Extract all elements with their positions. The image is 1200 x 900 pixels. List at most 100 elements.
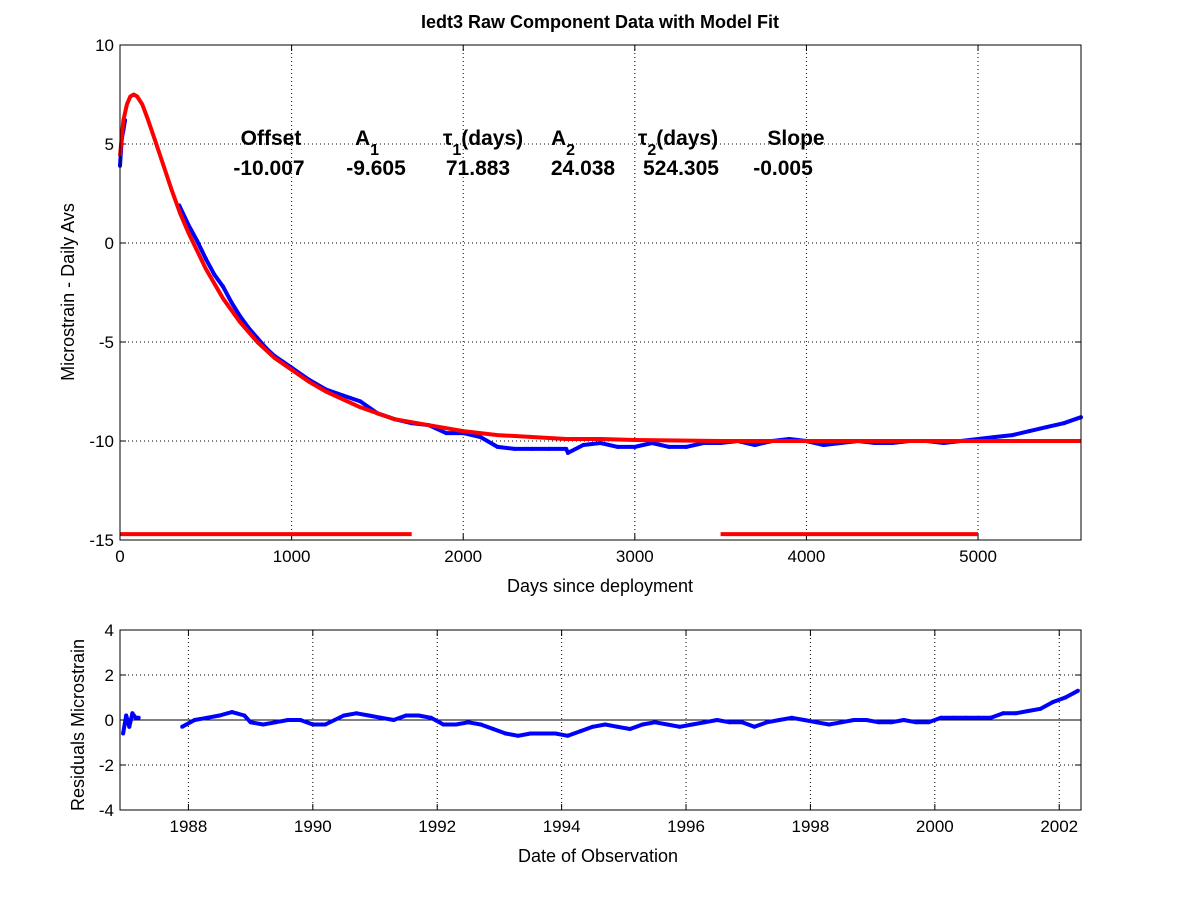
- residual-point: [136, 715, 141, 720]
- residual-point: [740, 720, 744, 725]
- x-tick-label: 4000: [788, 547, 826, 566]
- y-tick-label: 0: [105, 234, 114, 253]
- param-label-a2: A2: [551, 127, 575, 159]
- y-tick-label: -2: [99, 756, 114, 775]
- x-tick-label: 2000: [916, 817, 954, 836]
- residual-point: [1051, 700, 1055, 704]
- param-value-a1: -9.605: [346, 157, 406, 180]
- data-point: [1027, 429, 1032, 434]
- residual-point: [1075, 688, 1080, 693]
- residual-point: [603, 722, 608, 727]
- x-tick-label: 1998: [792, 817, 830, 836]
- residual-point: [217, 713, 222, 718]
- residual-point: [802, 718, 807, 722]
- residual-point: [640, 722, 645, 727]
- residual-point: [404, 713, 409, 718]
- data-point: [195, 239, 200, 243]
- x-tick-label: 1996: [667, 817, 705, 836]
- residual-point: [976, 715, 981, 720]
- residual-point: [366, 713, 371, 718]
- x-tick-label: 1990: [294, 817, 332, 836]
- residuals-x-axis-label: Date of Observation: [518, 846, 678, 866]
- residual-point: [615, 724, 620, 729]
- data-point: [495, 444, 500, 449]
- residual-point: [1038, 706, 1043, 711]
- residual-point: [864, 718, 869, 722]
- residual-point: [628, 727, 632, 731]
- residual-point: [354, 711, 359, 716]
- data-point: [1010, 433, 1015, 438]
- residual-point: [205, 715, 210, 720]
- residual-point: [285, 718, 290, 722]
- residual-point: [889, 720, 894, 725]
- residual-point: [341, 713, 346, 718]
- residual-point: [416, 713, 421, 718]
- data-point: [238, 314, 243, 319]
- y-tick-label: 2: [105, 666, 114, 685]
- residual-point: [391, 718, 396, 722]
- x-tick-label: 1000: [273, 547, 311, 566]
- residual-point: [491, 727, 496, 731]
- residual-point: [951, 715, 956, 720]
- x-tick-label: 1988: [170, 817, 208, 836]
- data-point: [212, 272, 217, 277]
- data-point: [598, 441, 603, 445]
- x-tick-label: 1994: [543, 817, 581, 836]
- residual-point: [939, 715, 943, 720]
- residual-point: [192, 718, 197, 722]
- residual-point: [261, 722, 266, 727]
- data-point: [993, 435, 998, 439]
- residual-point: [1063, 695, 1068, 700]
- x-tick-label: 5000: [959, 547, 997, 566]
- main-plot-frame: [119, 44, 1082, 541]
- residual-point: [852, 718, 856, 722]
- param-value-tau1: 71.883: [446, 157, 510, 180]
- data-point: [221, 284, 225, 289]
- residual-point: [715, 718, 720, 722]
- param-value-slope: -0.005: [753, 157, 813, 180]
- data-point: [632, 444, 637, 449]
- main-x-axis-label: Days since deployment: [507, 576, 693, 596]
- y-tick-label: -15: [89, 531, 114, 550]
- param-label-a1: A1: [355, 127, 379, 159]
- residual-point: [242, 713, 247, 718]
- residual-point: [665, 722, 670, 727]
- data-point: [667, 444, 672, 449]
- data-point: [547, 446, 551, 451]
- residual-point: [466, 720, 471, 725]
- residual-point: [528, 731, 533, 736]
- residual-point: [429, 715, 433, 720]
- x-tick-label: 1992: [418, 817, 456, 836]
- residual-point: [1026, 709, 1031, 713]
- residual-point: [124, 713, 129, 718]
- residual-point: [1001, 711, 1006, 716]
- data-point: [581, 443, 586, 447]
- param-label-slope: Slope: [767, 127, 824, 150]
- residual-point: [814, 720, 819, 725]
- residual-point: [478, 722, 483, 727]
- residual-point: [541, 731, 545, 736]
- residuals-series: [120, 688, 1081, 738]
- x-tick-label: 2002: [1040, 817, 1078, 836]
- param-value-a2: 24.038: [551, 157, 616, 180]
- main-chart: 0 1000 2000 3000 4000 5000 -15 -10 -5 0 5 10 Iedt3 …: [58, 12, 1083, 596]
- x-tick-label: 3000: [616, 547, 654, 566]
- data-point: [341, 393, 346, 398]
- residual-point: [702, 720, 707, 725]
- residuals-y-axis-label: Residuals Microstrain: [68, 639, 88, 811]
- residual-point: [963, 715, 968, 720]
- residual-point: [752, 724, 757, 729]
- residual-point: [652, 720, 657, 725]
- residuals-chart: 1988 1990 1992 1994 1996 1998 2000 2002-4-2024 …: [68, 621, 1082, 866]
- residual-point: [127, 724, 132, 729]
- residual-point: [1013, 711, 1018, 716]
- data-point: [358, 399, 363, 404]
- data-point: [478, 435, 483, 439]
- data-point: [752, 443, 757, 447]
- data-point: [229, 300, 234, 305]
- data-point: [1044, 425, 1049, 430]
- residual-point: [914, 720, 919, 725]
- residual-point: [310, 722, 315, 727]
- param-label-tau1: τ1(days): [443, 127, 523, 159]
- residual-point: [988, 715, 993, 720]
